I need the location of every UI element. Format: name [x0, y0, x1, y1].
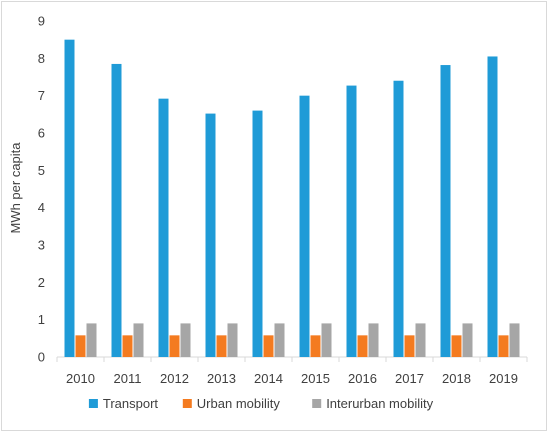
y-tick-label: 2: [38, 275, 45, 290]
y-tick-label: 8: [38, 51, 45, 66]
y-axis-label: MWh per capita: [8, 142, 23, 234]
bar-transport-2017: [393, 80, 404, 357]
bar-interurban-mobility-2013: [227, 323, 238, 357]
legend: Transport Urban mobility Interurban mobili…: [88, 396, 434, 411]
bar-urban-mobility-2012: [169, 335, 180, 357]
y-tick-label: 0: [38, 350, 45, 365]
labels-layer: 0 1 2 3 4 5 6 7 8 9 2010 2011 2012 2013 2014 2015 2016 20…: [38, 14, 518, 387]
y-tick-label: 5: [38, 163, 45, 178]
bar-urban-mobility-2017: [404, 335, 415, 357]
bar-interurban-mobility-2015: [321, 323, 332, 357]
axis-layer: [56, 356, 528, 362]
x-tick-label: 2010: [66, 371, 95, 386]
bar-interurban-mobility-2019: [509, 323, 520, 357]
x-tick-label: 2011: [114, 371, 142, 386]
legend-swatch-urban-mobility: [182, 399, 192, 408]
bar-transport-2015: [299, 95, 310, 358]
bar-interurban-mobility-2011: [133, 323, 144, 357]
bar-interurban-mobility-2018: [462, 323, 473, 357]
bar-urban-mobility-2013: [216, 335, 227, 357]
bar-urban-mobility-2015: [310, 335, 321, 357]
bar-interurban-mobility-2010: [86, 323, 97, 357]
y-tick-label: 7: [38, 88, 45, 103]
x-tick-label: 2019: [489, 371, 518, 386]
bar-interurban-mobility-2016: [368, 323, 379, 357]
y-tick-label: 6: [38, 126, 45, 141]
x-tick-label: 2014: [254, 371, 283, 386]
y-tick-label: 9: [38, 14, 45, 29]
bar-interurban-mobility-2012: [180, 323, 191, 357]
bar-urban-mobility-2011: [122, 335, 133, 357]
legend-label-interurban-mobility: Interurban mobility: [326, 396, 433, 411]
x-tick-label: 2017: [395, 371, 424, 386]
bar-transport-2018: [440, 65, 451, 357]
bar-transport-2014: [252, 110, 263, 357]
y-tick-label: 1: [38, 312, 45, 327]
bar-urban-mobility-2018: [451, 335, 462, 357]
bar-transport-2019: [487, 56, 498, 357]
y-tick-label: 4: [38, 200, 45, 215]
legend-swatch-transport: [88, 399, 98, 408]
bar-transport-2012: [158, 98, 169, 358]
bars-layer: [64, 39, 520, 358]
legend-swatch-interurban-mobility: [312, 399, 322, 408]
bar-transport-2010: [64, 39, 75, 358]
bar-interurban-mobility-2014: [274, 323, 285, 357]
bar-urban-mobility-2014: [263, 335, 274, 357]
x-tick-label: 2018: [442, 371, 471, 386]
x-tick-label: 2016: [348, 371, 377, 386]
bar-transport-2016: [346, 85, 357, 357]
bar-urban-mobility-2019: [498, 335, 509, 357]
bar-transport-2011: [111, 63, 122, 357]
legend-label-transport: Transport: [103, 396, 159, 411]
x-tick-label: 2015: [301, 371, 330, 386]
bar-urban-mobility-2016: [357, 335, 368, 357]
bar-urban-mobility-2010: [75, 335, 86, 357]
bar-transport-2013: [205, 113, 216, 357]
bar-interurban-mobility-2017: [415, 323, 426, 357]
x-tick-label: 2013: [207, 371, 236, 386]
y-tick-label: 3: [38, 238, 45, 253]
legend-label-urban-mobility: Urban mobility: [197, 396, 281, 411]
x-tick-label: 2012: [160, 371, 189, 386]
